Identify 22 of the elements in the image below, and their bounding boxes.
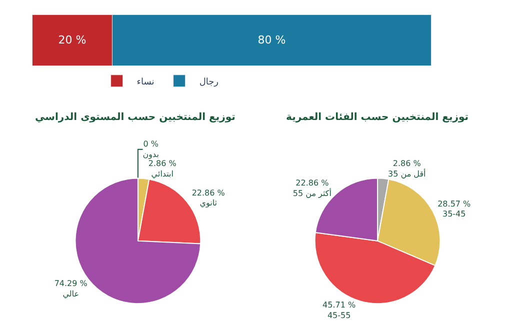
slice-label: أقل من 35	[388, 168, 426, 179]
data-label: 74.29 %	[54, 279, 88, 288]
data-label: 20 %	[58, 34, 86, 47]
text: 0 %	[143, 140, 158, 149]
legend-label: نساء	[136, 77, 154, 88]
slice-label: أكثر من 55	[292, 188, 332, 198]
category-label: بدون	[142, 150, 159, 160]
data-label: 2.86 %	[148, 159, 177, 168]
slice-label: عالي	[62, 290, 80, 299]
data-label: 28.57 %	[438, 199, 472, 208]
slice-label: ابتدائي	[151, 170, 174, 179]
data-label: 22.86 %	[296, 178, 330, 188]
slice-label: 35-45	[442, 210, 466, 219]
chart-title: توزيع المنتخبين حسب المستوى الدراسي	[35, 112, 236, 123]
slice-label: 45-55	[327, 311, 351, 320]
data-label: 2.86 %	[392, 159, 422, 168]
data-label: 22.86 %	[192, 188, 226, 198]
legend-label: رجال	[199, 77, 219, 88]
data-label: 45.71 %	[322, 300, 356, 310]
chart-title: توزيع المنتخبين حسب الفئات العمرية	[286, 112, 469, 123]
data-label: 80 %	[258, 34, 286, 47]
slice-label: ثانوي	[200, 198, 217, 208]
